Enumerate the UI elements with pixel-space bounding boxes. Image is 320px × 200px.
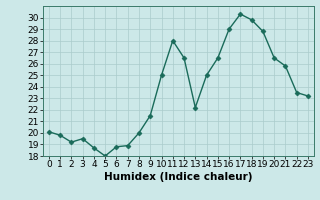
- X-axis label: Humidex (Indice chaleur): Humidex (Indice chaleur): [104, 172, 253, 182]
